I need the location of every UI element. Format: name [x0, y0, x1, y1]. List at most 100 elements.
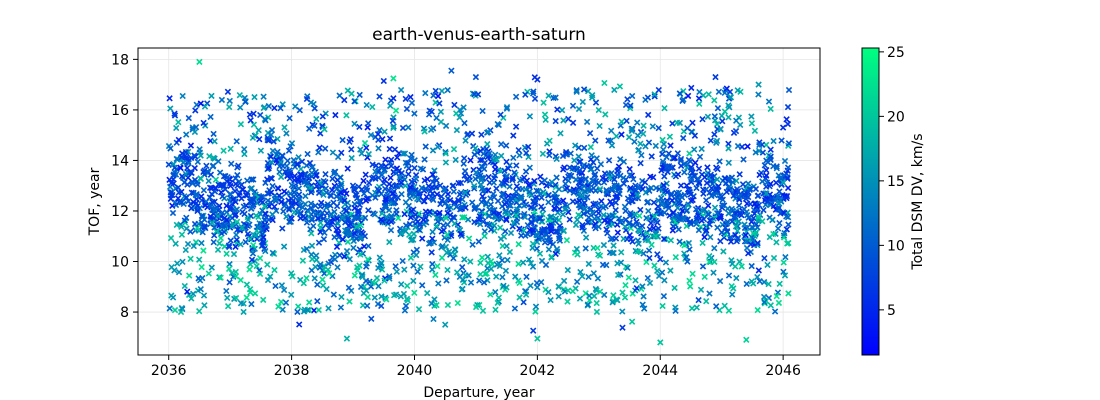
colorbar-tick-label: 5: [887, 303, 896, 319]
data-point: [419, 166, 427, 173]
data-point: [343, 112, 350, 119]
data-point: [667, 237, 675, 244]
data-point: [696, 100, 703, 107]
data-point: [246, 221, 253, 228]
data-point: [513, 183, 521, 190]
data-point: [321, 126, 328, 133]
data-point: [556, 232, 563, 240]
data-point: [732, 231, 739, 239]
data-point: [419, 282, 426, 289]
data-point: [684, 125, 691, 132]
data-point: [477, 221, 484, 228]
data-point: [313, 171, 320, 179]
data-point: [726, 176, 733, 184]
data-point: [390, 124, 397, 132]
data-point: [529, 90, 537, 97]
data-point: [438, 87, 446, 95]
data-point: [186, 169, 194, 176]
data-point: [512, 123, 520, 130]
data-point: [182, 246, 189, 254]
data-point: [178, 223, 185, 230]
data-point: [592, 99, 600, 106]
data-point: [619, 308, 626, 315]
data-point: [705, 202, 712, 209]
data-point: [572, 221, 580, 229]
data-point: [194, 224, 201, 232]
data-point: [404, 282, 411, 289]
data-point: [201, 103, 209, 110]
data-point: [207, 113, 214, 121]
data-point: [573, 87, 580, 94]
data-point: [618, 118, 625, 125]
data-point: [547, 214, 554, 221]
data-point: [589, 177, 596, 184]
data-point: [594, 165, 601, 172]
data-point: [729, 179, 736, 186]
data-point: [472, 175, 479, 183]
data-point: [459, 214, 466, 221]
data-point: [284, 157, 291, 164]
data-point: [542, 116, 549, 123]
data-point: [269, 147, 277, 155]
data-point: [770, 137, 777, 145]
data-point: [295, 154, 302, 161]
data-point: [725, 102, 732, 109]
data-point: [457, 110, 465, 117]
data-point: [211, 232, 218, 239]
data-point: [294, 308, 301, 316]
data-point: [708, 185, 715, 192]
data-point: [280, 208, 287, 215]
data-point: [375, 187, 382, 194]
data-point: [600, 241, 608, 249]
data-point: [443, 231, 451, 238]
data-point: [295, 191, 303, 198]
data-point: [658, 194, 665, 202]
data-point: [376, 126, 383, 134]
data-point: [611, 86, 618, 94]
data-point: [407, 190, 414, 197]
data-point: [178, 154, 185, 161]
data-point: [729, 291, 736, 298]
data-point: [175, 189, 182, 196]
plot-area: [137, 47, 821, 356]
data-point: [614, 229, 621, 236]
data-point: [212, 176, 220, 183]
data-point: [461, 214, 468, 221]
data-point: [775, 200, 783, 207]
data-point: [306, 306, 313, 314]
data-point: [390, 292, 398, 299]
data-point: [256, 136, 263, 143]
data-point: [699, 239, 706, 247]
data-point: [714, 105, 722, 112]
data-point: [740, 156, 747, 163]
data-point: [418, 184, 425, 191]
data-point: [555, 283, 562, 290]
data-point: [590, 270, 597, 277]
data-point: [532, 308, 539, 315]
data-point: [183, 225, 190, 232]
data-point: [191, 220, 199, 228]
data-point: [442, 150, 449, 157]
data-point: [450, 188, 457, 195]
data-point: [628, 318, 636, 325]
data-point: [736, 171, 743, 178]
data-point: [260, 234, 267, 241]
data-point: [328, 211, 335, 218]
data-point: [784, 120, 792, 128]
data-point: [566, 216, 573, 223]
data-point: [479, 107, 486, 115]
data-point: [172, 240, 179, 247]
data-point: [532, 198, 539, 205]
data-point: [652, 142, 659, 150]
data-point: [572, 176, 580, 183]
data-point: [187, 142, 195, 149]
data-point: [250, 242, 257, 249]
data-point: [486, 221, 493, 228]
data-point: [776, 188, 783, 195]
data-point: [571, 164, 578, 172]
data-point: [231, 195, 239, 202]
data-point: [197, 100, 204, 107]
data-point: [455, 225, 462, 232]
data-point: [231, 187, 239, 195]
data-point: [346, 256, 353, 263]
